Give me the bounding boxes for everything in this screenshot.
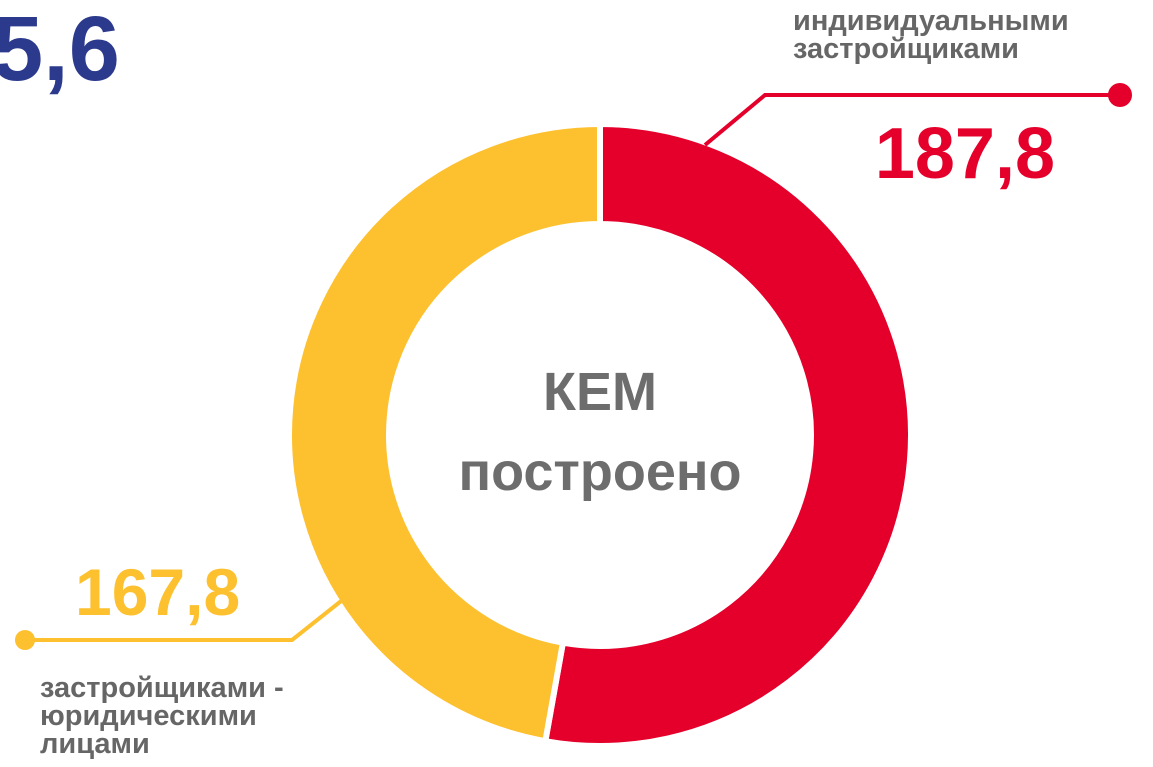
category-label: застройщиками -юридическими лицами xyxy=(40,672,284,760)
value-label: 167,8 xyxy=(75,555,240,629)
category-label: индивидуальными застройщиками xyxy=(793,5,1069,65)
center-title: КЕМ построено xyxy=(459,362,742,502)
leader-dot xyxy=(15,630,35,650)
leader-line xyxy=(25,588,357,642)
leader-line xyxy=(703,93,1120,147)
donut-segment xyxy=(541,120,914,749)
donut-segment xyxy=(286,120,603,745)
value-label: 187,8 xyxy=(875,114,1055,194)
total-annotation: 5,6 xyxy=(0,0,120,100)
leader-dot xyxy=(1108,83,1132,107)
